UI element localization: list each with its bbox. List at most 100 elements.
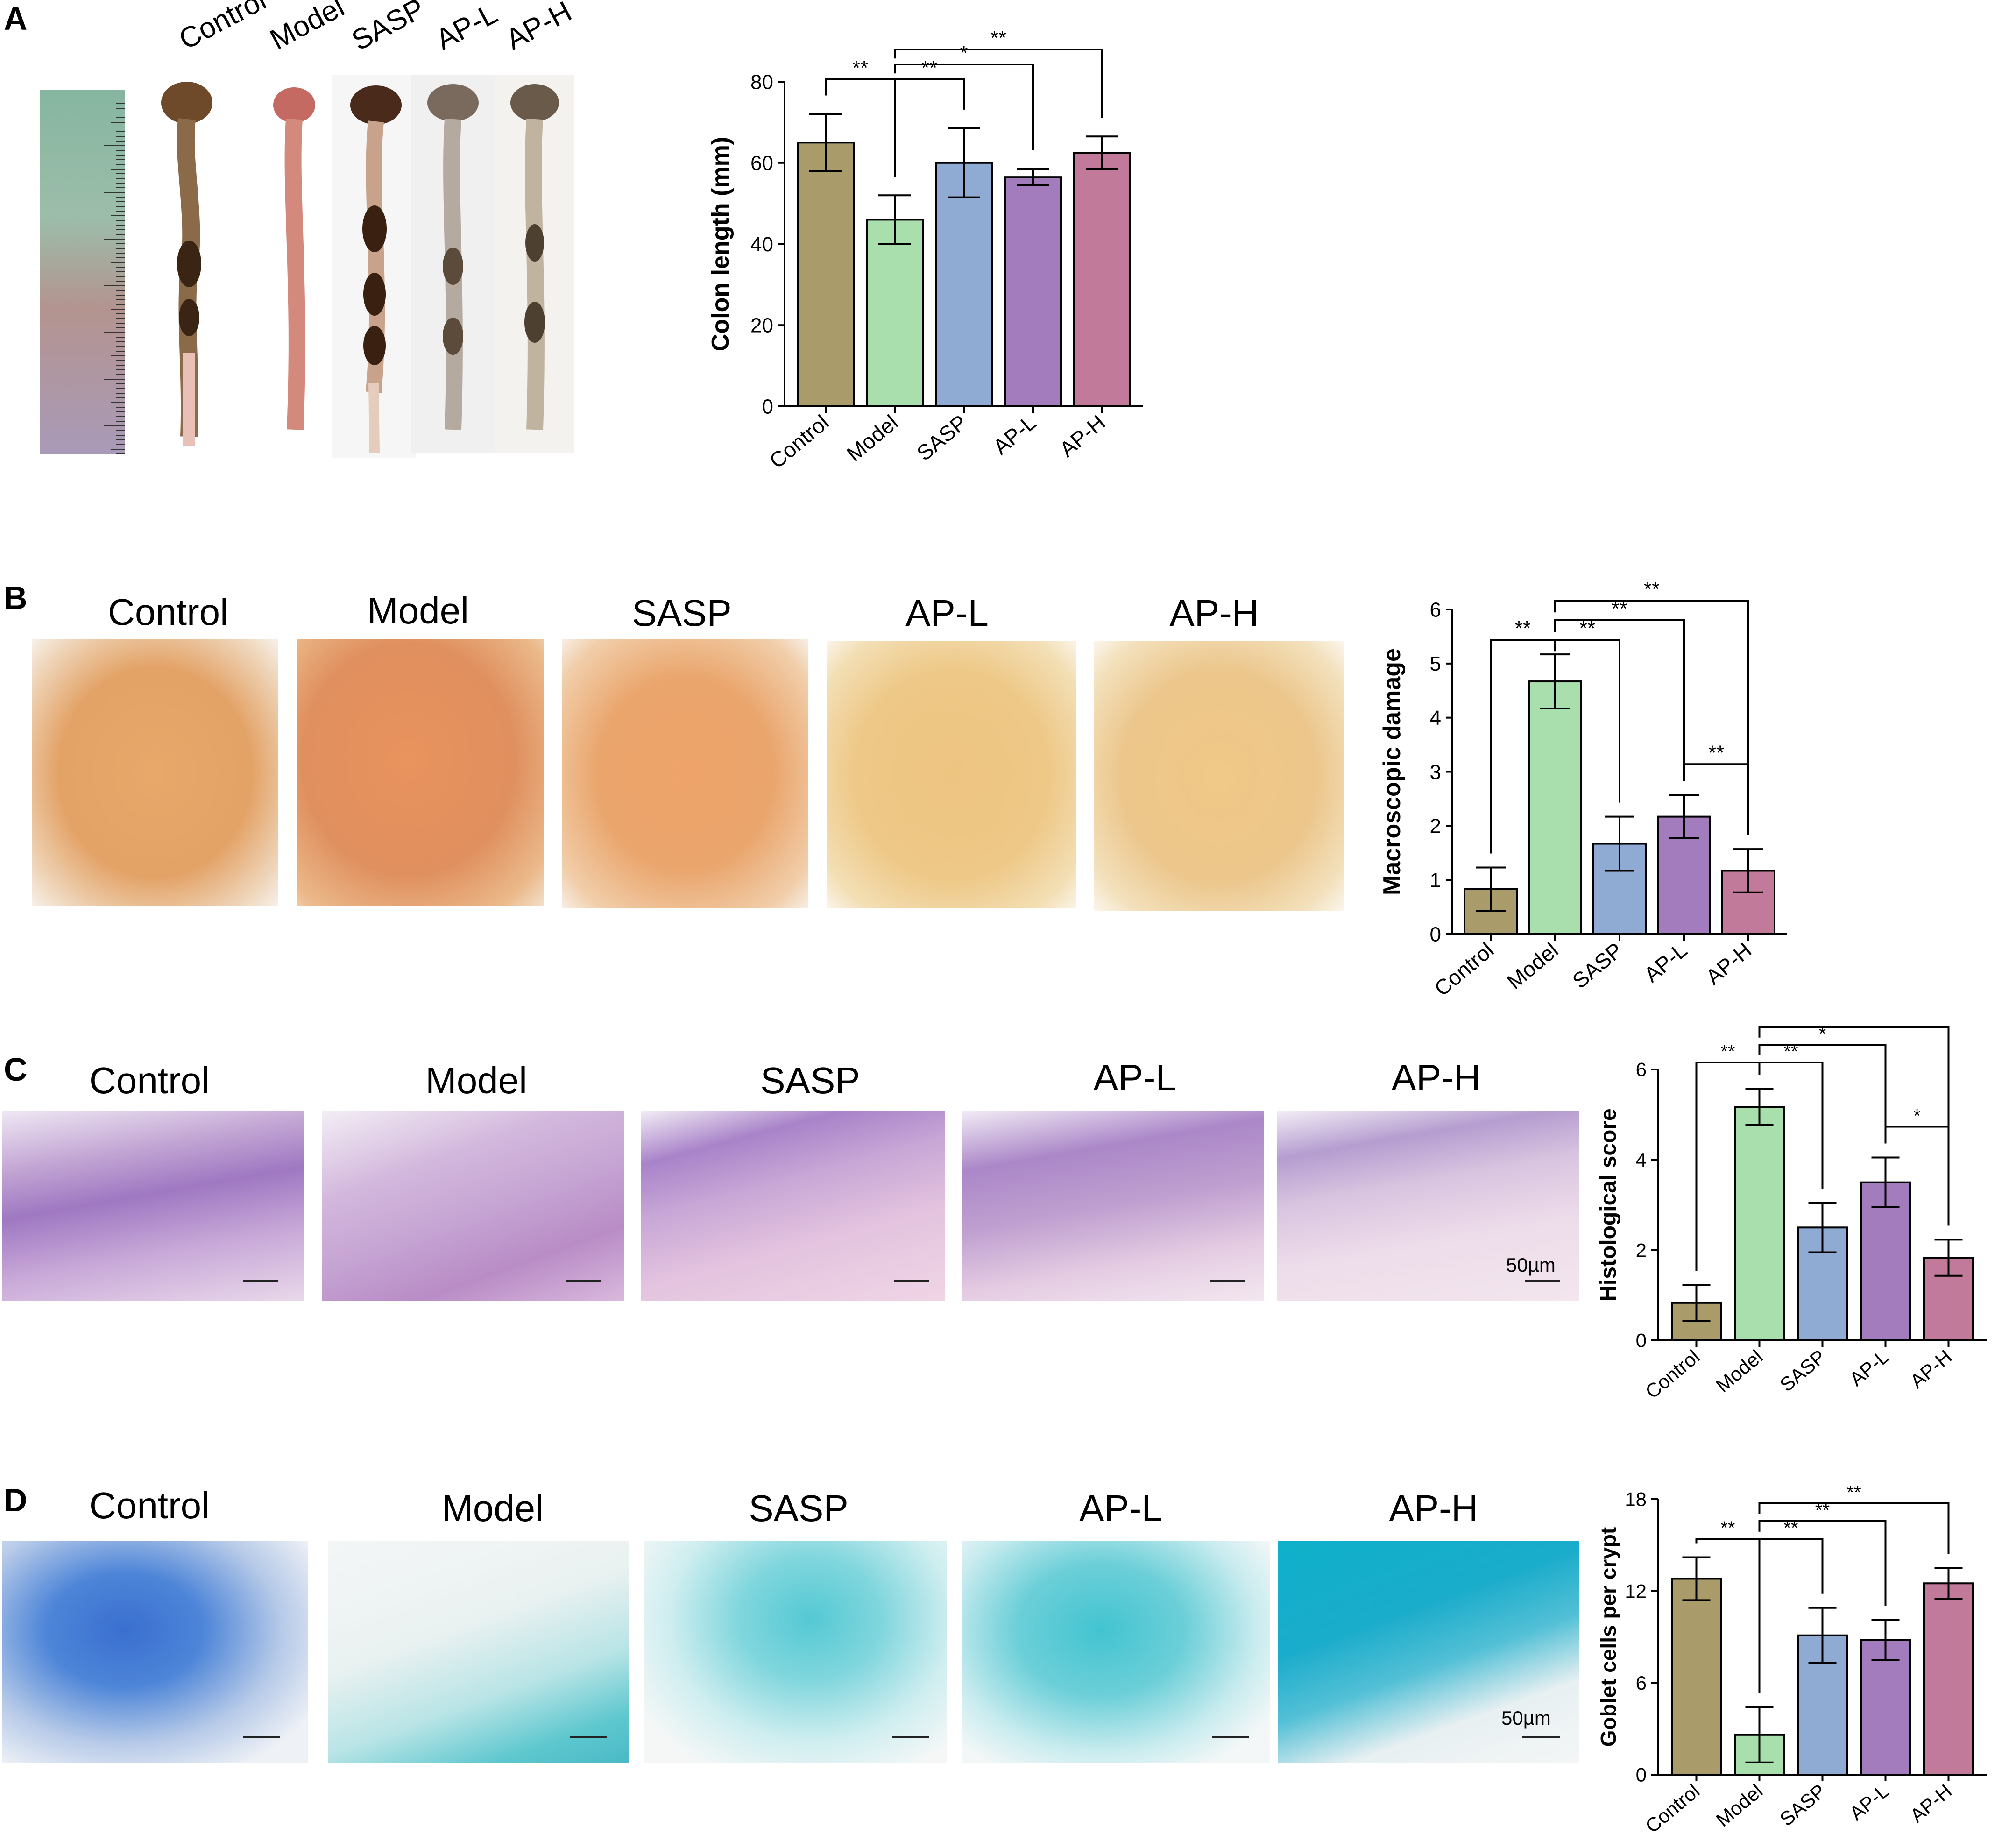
ruler-photo xyxy=(40,90,125,454)
y-tick-label: 3 xyxy=(1430,761,1441,784)
significance-label: ** xyxy=(1708,741,1724,764)
y-tick-label: 4 xyxy=(1636,1149,1647,1171)
bar-control xyxy=(797,142,855,407)
y-tick-label: 0 xyxy=(1636,1764,1647,1786)
ab-photo-model xyxy=(328,1541,629,1763)
significance-label: ** xyxy=(1720,1518,1735,1538)
ab-photo-aph xyxy=(1278,1541,1579,1763)
he-photo-control xyxy=(2,1111,304,1301)
significance-bracket xyxy=(825,78,896,177)
scale-bar xyxy=(566,1280,601,1282)
x-tick-label: AP-L xyxy=(989,410,1041,460)
significance-label: ** xyxy=(1515,617,1531,640)
photo-label-control: Control xyxy=(174,0,272,57)
x-tick-label: SASP xyxy=(1775,1345,1830,1396)
significance-label: ** xyxy=(921,57,937,79)
x-tick-label: AP-H xyxy=(1701,938,1756,989)
y-tick-label: 12 xyxy=(1625,1580,1647,1602)
colon-photo-model xyxy=(252,75,336,453)
photo-label-model: Model xyxy=(367,590,469,631)
scale-bar xyxy=(1525,1280,1560,1282)
bar-sasp xyxy=(935,162,993,407)
ab-photo-sasp xyxy=(644,1541,947,1763)
photo-label-apl: AP-L xyxy=(1079,1487,1162,1529)
y-axis-label: Macroscopic damage xyxy=(1379,648,1406,895)
colon-shape-model xyxy=(273,87,315,430)
bar-model xyxy=(1734,1106,1785,1341)
he-photo-sasp xyxy=(641,1111,945,1301)
significance-label: ** xyxy=(1846,1482,1861,1503)
bar-ap-l xyxy=(1004,176,1062,407)
x-tick-label: Model xyxy=(842,410,902,466)
significance-bracket xyxy=(1695,1538,1761,1693)
y-tick-label: 6 xyxy=(1636,1672,1647,1694)
x-tick-label: SASP xyxy=(912,410,971,466)
y-tick-label: 60 xyxy=(750,152,773,175)
colon-shape-control xyxy=(161,82,212,446)
significance-bracket xyxy=(1758,1538,1824,1594)
x-tick-label: Control xyxy=(764,410,833,473)
chart-macroscopic-damage: 0 1 2 3 4 5 6 Macroscopic damage Control Model SAS… xyxy=(1379,578,1787,1001)
y-tick-label: 0 xyxy=(1636,1330,1647,1352)
photo-label-apl: AP-L xyxy=(431,0,503,57)
colon-photo-control xyxy=(135,72,243,455)
colon-shape-apl xyxy=(427,84,479,430)
scale-bar xyxy=(892,1736,929,1738)
photo-label-model: Model xyxy=(265,0,350,57)
mucosa-photo-sasp xyxy=(562,639,808,908)
x-tick-label: SASP xyxy=(1568,938,1627,993)
photo-label-apl: AP-L xyxy=(1093,1057,1176,1098)
bar-control xyxy=(1671,1578,1722,1776)
x-tick-label: Control xyxy=(1641,1780,1704,1837)
photo-label-apl: AP-L xyxy=(905,592,989,634)
y-tick-label: 6 xyxy=(1430,598,1441,621)
bar-model xyxy=(866,219,924,407)
photo-label-control: Control xyxy=(108,591,228,633)
x-tick-label: Model xyxy=(1502,938,1563,994)
significance-bracket xyxy=(1683,763,1749,835)
x-tick-label: AP-H xyxy=(1906,1345,1956,1393)
significance-label: * xyxy=(960,42,968,64)
he-photo-model xyxy=(322,1111,624,1301)
mucosa-photo-control xyxy=(32,639,278,906)
bar-model xyxy=(1528,680,1582,935)
significance-bracket xyxy=(1554,639,1620,803)
significance-bracket xyxy=(1758,1502,1950,1554)
significance-bracket xyxy=(894,64,1034,150)
scale-bar xyxy=(243,1280,278,1282)
colon-shape-sasp xyxy=(350,85,402,453)
y-axis-label: Goblet cells per crypt xyxy=(1596,1527,1620,1747)
y-tick-label: 4 xyxy=(1430,707,1441,729)
scale-bar xyxy=(894,1280,929,1282)
x-tick-label: AP-H xyxy=(1055,410,1110,461)
panel-letter-b: B xyxy=(4,580,28,616)
x-tick-label: Model xyxy=(1712,1780,1767,1831)
y-tick-label: 80 xyxy=(750,71,773,93)
significance-bracket xyxy=(894,49,1103,118)
significance-label: ** xyxy=(852,57,868,79)
significance-label: ** xyxy=(1644,578,1660,601)
y-tick-label: 2 xyxy=(1430,815,1441,838)
significance-bracket xyxy=(1554,600,1749,835)
significance-label: * xyxy=(1819,1024,1826,1044)
colon-photo-aph xyxy=(495,75,574,453)
y-tick-label: 5 xyxy=(1430,652,1441,675)
y-tick-label: 0 xyxy=(762,395,773,418)
y-tick-label: 40 xyxy=(750,233,773,256)
y-tick-label: 2 xyxy=(1636,1239,1647,1261)
photo-label-aph: AP-H xyxy=(1169,592,1259,634)
photo-label-control: Control xyxy=(89,1485,210,1526)
photo-label-aph: AP-H xyxy=(501,0,577,57)
mucosa-photo-aph xyxy=(1094,641,1344,911)
panel-letter-c: C xyxy=(4,1051,28,1088)
panel-letter-a: A xyxy=(4,0,28,37)
x-tick-label: Control xyxy=(1641,1345,1704,1403)
bar-ap-h xyxy=(1923,1582,1974,1776)
scale-label: 50µm xyxy=(1506,1254,1556,1276)
colon-photo-apl xyxy=(411,75,495,453)
y-tick-label: 20 xyxy=(750,314,773,337)
x-tick-label: SASP xyxy=(1775,1780,1830,1830)
chart-colon-length: 0 20 40 60 80 Colon length (mm) Control Model SA… xyxy=(707,28,1143,473)
x-tick-label: AP-L xyxy=(1846,1780,1893,1825)
